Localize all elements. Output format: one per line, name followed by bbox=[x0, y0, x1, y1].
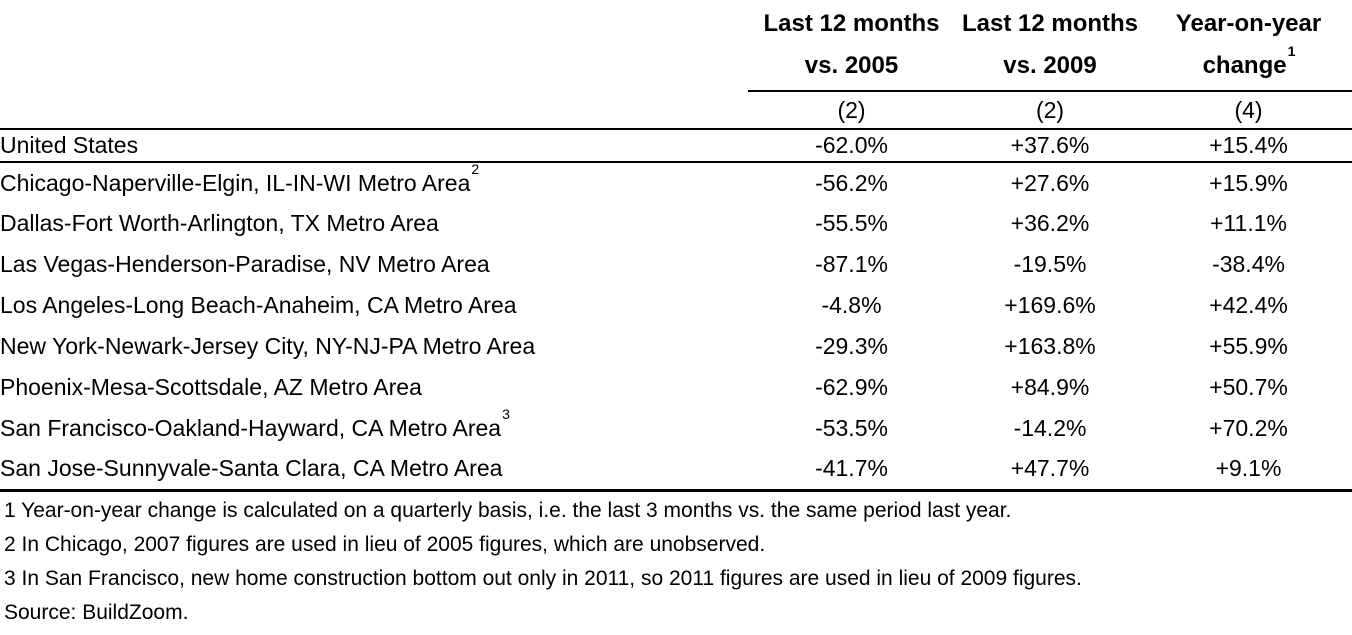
source-line: Source: BuildZoom. bbox=[4, 600, 189, 624]
col-header-line2: vs. 2009 bbox=[955, 45, 1145, 87]
value-yoy: +15.9% bbox=[1209, 169, 1288, 196]
footnote-ref-1: 1 bbox=[1287, 43, 1296, 59]
value-yoy: +9.1% bbox=[1145, 449, 1352, 492]
value-vs2009: +163.8% bbox=[1004, 333, 1096, 359]
value-vs2009: +47.7% bbox=[955, 449, 1145, 492]
col-header-line1: Year-on-year bbox=[1175, 10, 1322, 37]
metro-label: Phoenix-Mesa-Scottsdale, AZ Metro Area bbox=[0, 367, 748, 408]
col-header-line2: vs. 2005 bbox=[748, 45, 955, 87]
metro-label-text: United States bbox=[0, 132, 139, 158]
value-vs2009: +36.2% bbox=[1010, 210, 1090, 236]
value-yoy: +15.4% bbox=[1145, 129, 1352, 163]
table-row-new-york: New York-Newark-Jersey City, NY-NJ-PA Me… bbox=[0, 326, 1352, 367]
table-row-united-states: United States -62.0% +37.6% +15.4% bbox=[0, 129, 1352, 163]
col-header-line1: Last 12 months bbox=[763, 10, 940, 37]
metro-label: Los Angeles-Long Beach-Anaheim, CA Metro… bbox=[0, 285, 748, 326]
metro-label-text: San Francisco-Oakland-Hayward, CA Metro … bbox=[0, 415, 502, 441]
footnote-ref-2: 2 bbox=[471, 162, 480, 177]
footnote-2: 2 In Chicago, 2007 figures are used in l… bbox=[4, 532, 766, 556]
metro-label-text: Los Angeles-Long Beach-Anaheim, CA Metro… bbox=[0, 292, 517, 318]
table-row-los-angeles: Los Angeles-Long Beach-Anaheim, CA Metro… bbox=[0, 285, 1352, 326]
table-row-dallas: Dallas-Fort Worth-Arlington, TX Metro Ar… bbox=[0, 203, 1352, 244]
metro-label-text: New York-Newark-Jersey City, NY-NJ-PA Me… bbox=[0, 333, 536, 359]
metro-label: San Francisco-Oakland-Hayward, CA Metro … bbox=[0, 408, 748, 449]
value-vs2009: +27.6% bbox=[1010, 169, 1090, 196]
value-vs2009: +37.6% bbox=[955, 129, 1145, 163]
metro-label: San Jose-Sunnyvale-Santa Clara, CA Metro… bbox=[0, 449, 748, 492]
col-header-line2-text: vs. 2005 bbox=[804, 52, 899, 79]
col-header-vs2005: Last 12 months vs. 2005 bbox=[748, 0, 955, 92]
value-yoy: +55.9% bbox=[1209, 333, 1288, 359]
col-number-yoy: (4) bbox=[1145, 91, 1352, 130]
table-row-chicago: Chicago-Naperville-Elgin, IL-IN-WI Metro… bbox=[0, 162, 1352, 203]
table-row-phoenix: Phoenix-Mesa-Scottsdale, AZ Metro Area -… bbox=[0, 367, 1352, 408]
corner-cell bbox=[0, 91, 748, 130]
corner-cell bbox=[0, 0, 748, 91]
metro-construction-table: Last 12 months vs. 2005 Last 12 months v… bbox=[0, 0, 1352, 492]
col-header-line2-text: vs. 2009 bbox=[1003, 52, 1097, 79]
value-vs2009: -14.2% bbox=[1013, 415, 1087, 441]
value-yoy: +42.4% bbox=[1209, 292, 1288, 318]
footnote-1: 1 Year-on-year change is calculated on a… bbox=[4, 498, 1012, 522]
value-vs2009: +84.9% bbox=[1010, 374, 1090, 400]
value-vs2005: -29.3% bbox=[815, 333, 888, 359]
value-vs2005: -87.1% bbox=[815, 251, 888, 277]
col-number-vs2005: (2) bbox=[748, 91, 955, 130]
value-vs2005: -4.8% bbox=[821, 292, 882, 318]
value-vs2005: -56.2% bbox=[815, 169, 888, 196]
footnote-ref-3: 3 bbox=[502, 408, 510, 423]
col-header-vs2009: Last 12 months vs. 2009 bbox=[955, 0, 1145, 92]
value-yoy: +11.1% bbox=[1210, 210, 1287, 236]
value-vs2005: -62.9% bbox=[815, 374, 888, 400]
metro-label: Las Vegas-Henderson-Paradise, NV Metro A… bbox=[0, 244, 748, 285]
value-vs2005: -41.7% bbox=[748, 449, 955, 492]
value-vs2009: +169.6% bbox=[1004, 292, 1096, 318]
col-header-line1: Last 12 months bbox=[961, 10, 1139, 37]
table-row-san-francisco: San Francisco-Oakland-Hayward, CA Metro … bbox=[0, 408, 1352, 449]
metro-label: Dallas-Fort Worth-Arlington, TX Metro Ar… bbox=[0, 203, 748, 244]
value-yoy: +50.7% bbox=[1209, 374, 1288, 400]
value-yoy: -38.4% bbox=[1212, 251, 1285, 277]
table-row-las-vegas: Las Vegas-Henderson-Paradise, NV Metro A… bbox=[0, 244, 1352, 285]
value-vs2005: -55.5% bbox=[815, 210, 888, 236]
metro-label-text: Phoenix-Mesa-Scottsdale, AZ Metro Area bbox=[0, 374, 422, 400]
table-header-row: Last 12 months vs. 2005 Last 12 months v… bbox=[0, 0, 1352, 92]
col-number-vs2009: (2) bbox=[955, 91, 1145, 130]
column-number-row: (2) (2) (4) bbox=[0, 91, 1352, 130]
metro-label: New York-Newark-Jersey City, NY-NJ-PA Me… bbox=[0, 326, 748, 367]
col-header-yoy: Year-on-year change1 bbox=[1145, 0, 1352, 92]
metro-label-text: Dallas-Fort Worth-Arlington, TX Metro Ar… bbox=[0, 210, 439, 236]
metro-label-text: San Jose-Sunnyvale-Santa Clara, CA Metro… bbox=[0, 455, 503, 482]
metro-label: Chicago-Naperville-Elgin, IL-IN-WI Metro… bbox=[0, 162, 748, 203]
col-header-line2-text: change bbox=[1202, 52, 1287, 79]
value-vs2005: -53.5% bbox=[815, 415, 888, 441]
table-row-san-jose: San Jose-Sunnyvale-Santa Clara, CA Metro… bbox=[0, 449, 1352, 492]
value-yoy: +70.2% bbox=[1209, 415, 1288, 441]
metro-label-text: Chicago-Naperville-Elgin, IL-IN-WI Metro… bbox=[0, 169, 471, 196]
value-vs2009: -19.5% bbox=[1013, 251, 1087, 277]
footnotes: 1 Year-on-year change is calculated on a… bbox=[0, 492, 1352, 630]
metro-label-text: Las Vegas-Henderson-Paradise, NV Metro A… bbox=[0, 251, 490, 277]
col-header-line2: change1 bbox=[1145, 43, 1352, 87]
value-vs2005: -62.0% bbox=[748, 129, 955, 163]
metro-label: United States bbox=[0, 129, 748, 163]
footnote-3: 3 In San Francisco, new home constructio… bbox=[4, 566, 1082, 590]
